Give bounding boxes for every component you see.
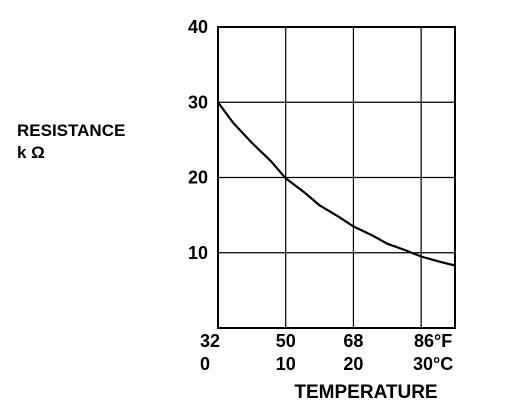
plot-area-frame <box>217 26 456 329</box>
y-tick-label: 40 <box>188 17 208 37</box>
grid-lines <box>218 27 455 328</box>
y-tick-label: 30 <box>188 92 208 112</box>
resistance-curve <box>217 101 456 267</box>
x-tick-label-f: 86°F <box>414 331 452 351</box>
y-tick-label: 10 <box>188 243 208 263</box>
x-tick-label-c: 10 <box>276 354 296 374</box>
x-tick-label-f: 68 <box>343 331 363 351</box>
x-tick-label-c: 20 <box>343 354 363 374</box>
x-tick-label-f: 50 <box>276 331 296 351</box>
x-tick-label-c: 0 <box>200 354 210 374</box>
x-tick-labels: 32 50 68 86°F 0 10 20 30°C <box>200 331 453 374</box>
y-axis-label: RESISTANCE <box>17 121 125 140</box>
y-axis-unit: k Ω <box>17 143 45 162</box>
x-tick-label-f: 32 <box>200 331 220 351</box>
y-tick-label: 20 <box>188 168 208 188</box>
y-tick-labels: 10 20 30 40 <box>188 17 208 263</box>
x-axis-label: TEMPERATURE <box>294 382 437 403</box>
x-tick-label-c: 30°C <box>413 354 453 374</box>
